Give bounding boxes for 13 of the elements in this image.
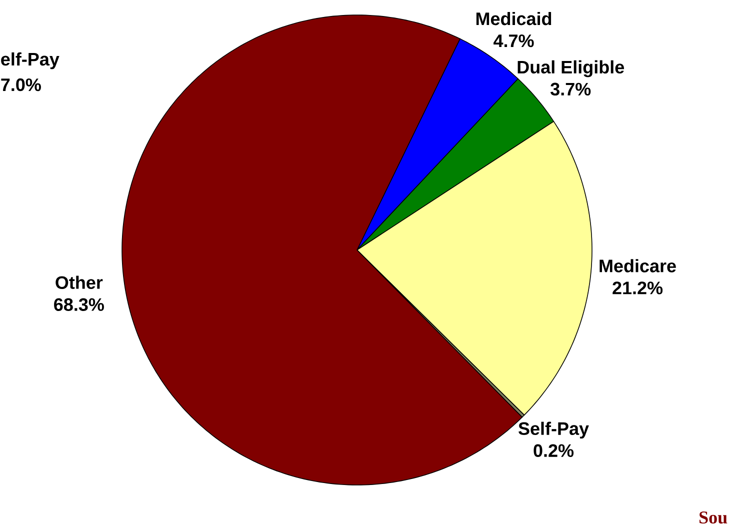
slice-label: Medicaid	[476, 12, 552, 26]
slice-label: Dual Eligible	[518, 60, 624, 78]
text: 7.0%	[1, 78, 41, 92]
text: elf-Pay	[1, 52, 60, 70]
data-label: 68.3%	[54, 298, 104, 311]
data-label: 21.2%	[612, 282, 663, 294]
data-label: 3.7%	[550, 82, 591, 96]
slice-label: Medicare	[600, 259, 676, 272]
text: Sou	[700, 511, 728, 524]
slice-label: Other	[56, 276, 103, 289]
data-label: 0.2%	[534, 444, 574, 458]
slice-label: Self-Pay	[518, 422, 589, 439]
data-label: 4.7%	[494, 34, 534, 48]
